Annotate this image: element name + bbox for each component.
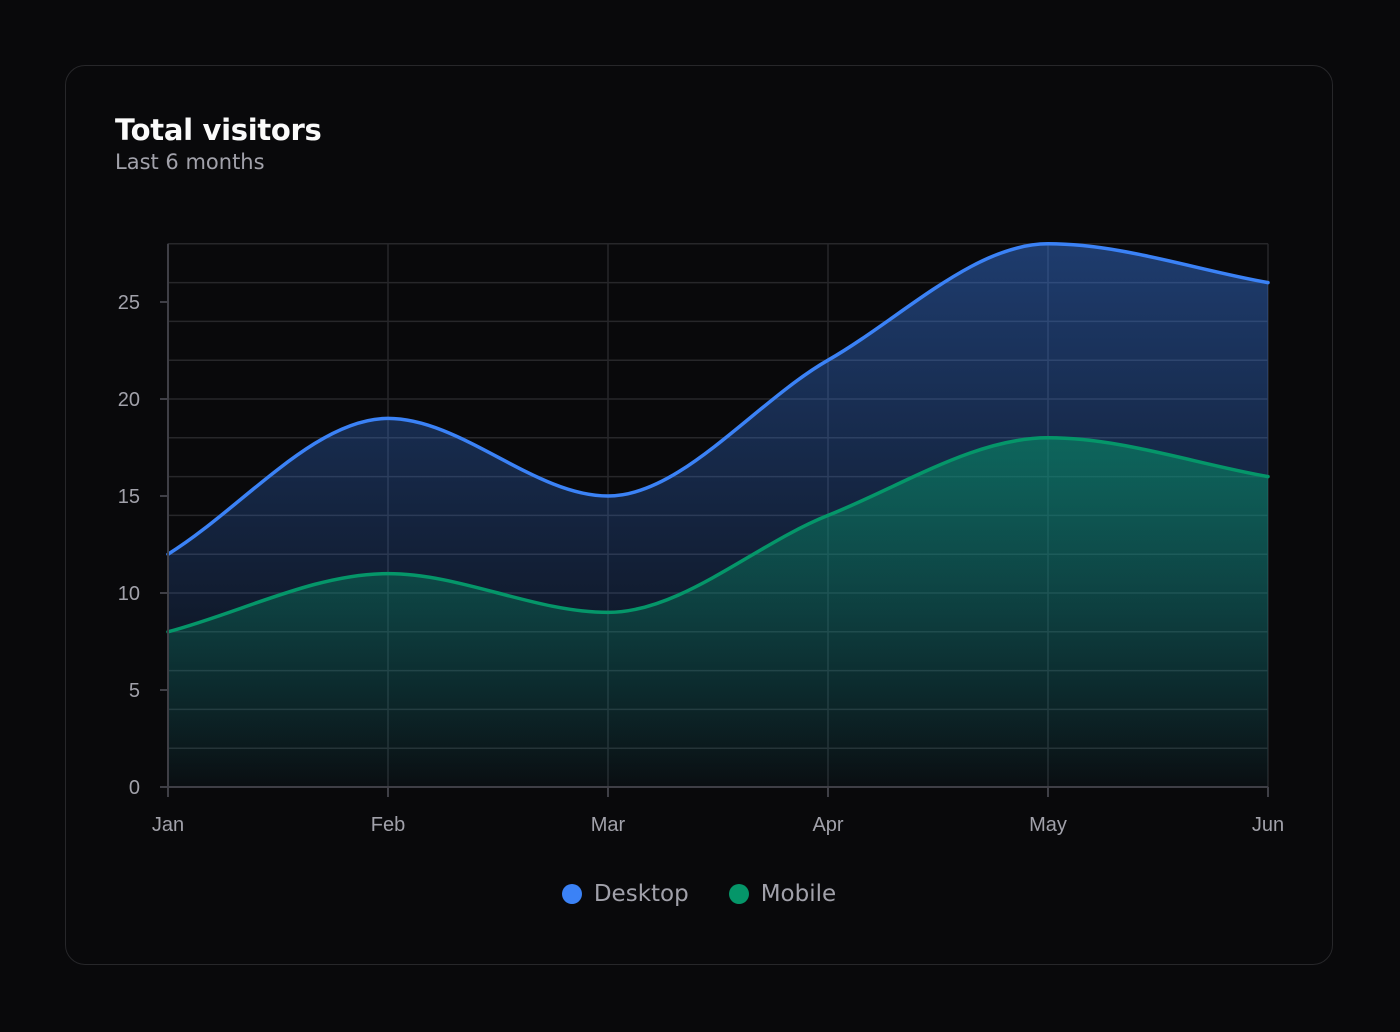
x-tick-label: May <box>1029 814 1067 836</box>
legend-swatch-mobile <box>728 884 749 904</box>
chart-subtitle: Last 6 months <box>115 150 265 174</box>
series-line-desktop[interactable] <box>166 242 1270 556</box>
x-tick-label: Jan <box>152 814 184 836</box>
y-tick-label: 15 <box>118 486 140 508</box>
chart-title: Total visitors <box>115 113 322 147</box>
area-fill-mobile <box>168 437 1268 787</box>
legend-item-desktop[interactable]: Desktop <box>561 874 689 914</box>
chart-card: Total visitors Last 6 months 0 5 10 15 20 25 J… <box>65 65 1333 965</box>
y-tick-label: 5 <box>129 680 140 702</box>
area-chart: 0 5 10 15 20 25 Jan Feb Mar Apr May Jun <box>118 242 1284 836</box>
legend-swatch-desktop <box>561 884 582 904</box>
x-tick-label: Apr <box>812 814 843 836</box>
x-tick-label: Jun <box>1252 814 1284 836</box>
series-line-mobile[interactable] <box>166 436 1270 634</box>
y-tick-label: 20 <box>118 389 140 411</box>
axes <box>160 243 1269 797</box>
x-tick-label: Feb <box>371 814 405 836</box>
legend-label-desktop: Desktop <box>593 881 689 907</box>
legend-item-mobile[interactable]: Mobile <box>728 874 837 914</box>
tick-labels: 0 5 10 15 20 25 Jan Feb Mar Apr May Jun <box>118 292 1284 836</box>
y-tick-label: 0 <box>129 777 140 799</box>
x-tick-label: Mar <box>591 814 626 836</box>
legend: Desktop Mobile <box>66 874 1332 914</box>
series-areas <box>166 242 1270 788</box>
y-tick-label: 25 <box>118 292 140 314</box>
y-tick-label: 10 <box>118 583 140 605</box>
legend-label-mobile: Mobile <box>760 881 837 907</box>
